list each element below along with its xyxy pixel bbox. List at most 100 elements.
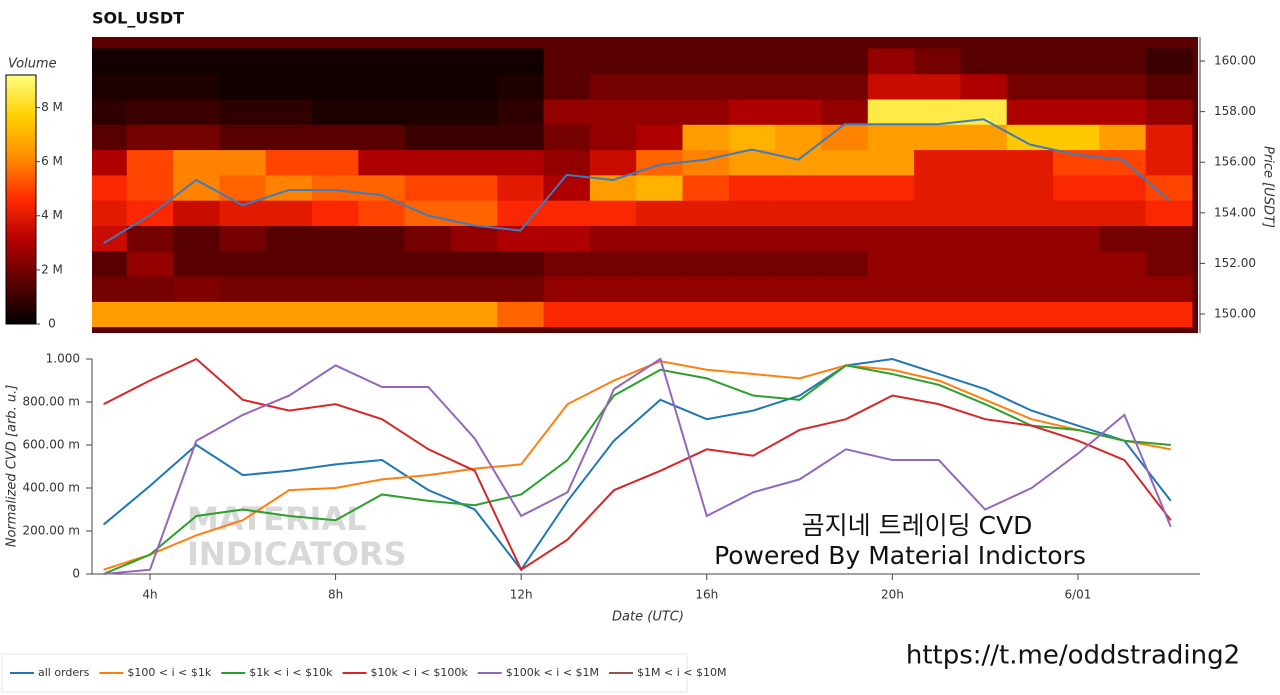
heatmap-cell [775, 124, 822, 151]
heatmap-cell [728, 301, 776, 328]
heatmap-cell [92, 200, 128, 226]
heatmap-cell [219, 225, 267, 252]
heatmap-cell [914, 124, 961, 151]
heatmap-cell [358, 48, 406, 75]
heatmap-cell [1053, 174, 1100, 201]
heatmap-cell [450, 250, 498, 277]
heatmap-cell [1145, 200, 1193, 226]
heatmap-cell [636, 225, 684, 252]
heatmap-cell [1145, 301, 1193, 328]
heatmap-cell [497, 98, 545, 125]
heatmap-cell [636, 250, 684, 277]
heatmap-cell [1053, 250, 1100, 277]
heatmap-cell [821, 301, 869, 328]
heatmap-cell [497, 250, 545, 277]
heatmap-cell [543, 250, 591, 277]
heatmap-cell [1053, 48, 1100, 75]
price-line [103, 118, 1170, 245]
heatmap-cell [311, 73, 359, 100]
heatmap-cell [636, 200, 684, 226]
heatmap-cell [960, 73, 1008, 100]
heatmap-cell [1099, 301, 1147, 328]
heatmap-cell [219, 124, 267, 151]
heatmap-cell [728, 124, 776, 151]
cvd-line [103, 364, 1171, 575]
heatmap-cell [543, 48, 591, 75]
y-tick-label: 150.00 [1214, 307, 1256, 321]
heatmap-cell [728, 73, 776, 100]
y-tick-label: 800.00 m [23, 395, 81, 409]
heatmap-cell [589, 250, 637, 277]
heatmap-cell [867, 174, 915, 201]
heatmap-cell [543, 276, 591, 302]
heatmap-cell [1006, 301, 1054, 328]
heatmap [92, 48, 1193, 328]
heatmap-cell [1006, 174, 1054, 201]
heatmap-cell [775, 98, 822, 125]
heatmap-cell [543, 174, 591, 201]
heatmap-cell [358, 149, 406, 176]
heatmap-cell [450, 124, 498, 151]
heatmap-cell [92, 225, 128, 252]
heatmap-cell [728, 48, 776, 75]
y-tick-label: 400.00 m [23, 481, 81, 495]
heatmap-cell [775, 200, 822, 226]
y-tick-label: 156.00 [1214, 155, 1256, 169]
heatmap-cell [265, 73, 313, 100]
heatmap-cell [1099, 174, 1147, 201]
heatmap-cell [497, 73, 545, 100]
heatmap-cell [173, 48, 220, 75]
heatmap-cell [92, 276, 128, 302]
y-tick-label: 0 [72, 567, 80, 581]
heatmap-cell [1145, 276, 1193, 302]
heatmap-cell [821, 149, 869, 176]
heatmap-cell [682, 276, 730, 302]
heatmap-cell [265, 276, 313, 302]
heatmap-cell [497, 48, 545, 75]
heatmap-cell [960, 149, 1008, 176]
heatmap-cell [636, 98, 684, 125]
heatmap-cell [960, 301, 1008, 328]
heatmap-cell [358, 301, 406, 328]
heatmap-cell [219, 73, 267, 100]
heatmap-cell [404, 276, 452, 302]
heatmap-cell [1145, 250, 1193, 277]
y-tick-label: 154.00 [1214, 205, 1256, 219]
heatmap-cell [775, 250, 822, 277]
y-axis-label: Price [USDT] [1261, 146, 1276, 228]
heatmap-cell [311, 98, 359, 125]
heatmap-cell [1099, 98, 1147, 125]
heatmap-cell [589, 98, 637, 125]
heatmap-cell [173, 73, 220, 100]
heatmap-cell [1053, 276, 1100, 302]
heatmap-cell [636, 48, 684, 75]
heatmap-cell [311, 174, 359, 201]
heatmap-cell [1099, 73, 1147, 100]
colorbar-tick-label: 0 [48, 317, 56, 331]
heatmap-cell [126, 301, 174, 328]
heatmap-cell [450, 225, 498, 252]
heatmap-cell [311, 124, 359, 151]
heatmap-cell [126, 73, 174, 100]
heatmap-cell [589, 48, 637, 75]
heatmap-cell [92, 124, 128, 151]
heatmap-cell [821, 98, 869, 125]
heatmap-cell [1006, 149, 1054, 176]
heatmap-cell [1099, 200, 1147, 226]
heatmap-cell [543, 73, 591, 100]
heatmap-cell [311, 276, 359, 302]
heatmap-cell [682, 301, 730, 328]
heatmap-cell [265, 124, 313, 151]
heatmap-cell [497, 149, 545, 176]
heatmap-cell [821, 73, 869, 100]
heatmap-cell [173, 174, 220, 201]
x-axis-label: Date (UTC) [612, 610, 684, 625]
heatmap-cell [1145, 98, 1193, 125]
heatmap-cell [1053, 98, 1100, 125]
heatmap-cell [1006, 98, 1054, 125]
heatmap-cell [682, 250, 730, 277]
footer-link: https://t.me/oddstrading2 [906, 641, 1240, 671]
colorbar [5, 74, 37, 325]
legend-label: all orders [38, 666, 90, 679]
